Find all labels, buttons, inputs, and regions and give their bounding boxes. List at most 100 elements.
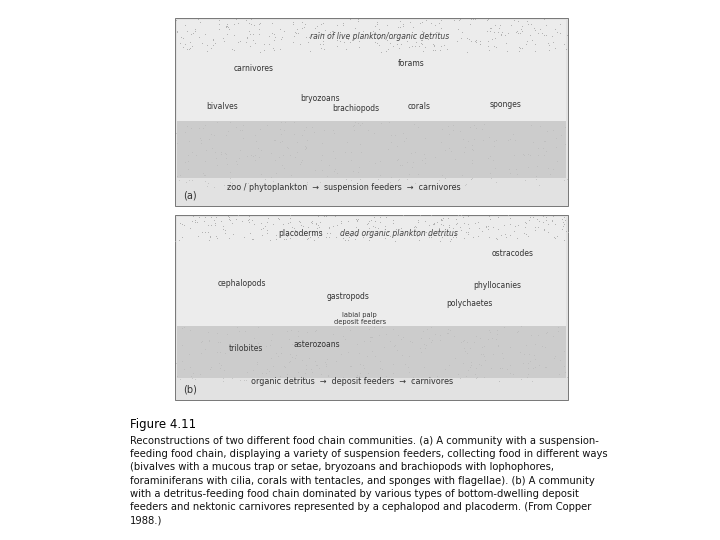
Point [475,360,487,369]
Point [349,23,361,32]
Point [275,130,287,138]
Point [521,373,533,382]
Point [338,19,349,28]
Point [220,22,232,31]
Point [513,47,524,56]
Point [391,345,402,354]
Point [414,343,426,352]
Point [401,158,413,167]
Point [426,233,437,241]
Point [435,23,446,32]
Point [534,180,545,189]
Point [493,23,505,32]
Point [526,376,538,385]
Point [529,222,541,231]
Point [202,327,214,336]
Point [274,138,286,146]
Point [287,17,299,26]
Point [278,235,289,244]
Point [194,134,205,143]
Point [354,348,365,357]
Point [341,180,353,189]
Point [351,217,363,225]
Point [211,329,222,338]
Point [469,14,481,23]
Point [358,361,369,369]
Point [515,322,526,331]
Point [405,336,416,345]
Point [413,170,424,178]
Point [532,331,544,340]
Point [286,325,297,334]
Point [234,145,246,154]
Text: Reconstructions of two different food chain communities. (a) A community with a : Reconstructions of two different food ch… [130,436,599,446]
Point [187,211,199,220]
Point [233,19,244,28]
Point [449,179,461,188]
Point [248,219,260,228]
Point [414,211,426,220]
Point [407,42,418,50]
Point [269,46,280,55]
Point [467,173,478,182]
Point [179,127,191,136]
Point [523,215,534,224]
Point [421,29,433,38]
Point [500,38,512,47]
Point [330,233,342,241]
Point [301,177,312,186]
Point [207,35,219,44]
Point [434,331,446,340]
Point [483,46,495,55]
Point [171,172,182,180]
Point [470,374,482,382]
Point [553,369,564,378]
Point [523,163,534,171]
Point [408,120,420,129]
Point [179,158,191,167]
Point [175,374,186,383]
Point [523,350,535,359]
Point [512,220,523,229]
Point [297,231,309,239]
Point [403,367,415,376]
Point [418,363,430,372]
Point [381,21,392,29]
Point [226,45,238,53]
Point [215,148,227,157]
Bar [175,18,568,206]
Point [469,370,481,379]
Point [419,133,431,142]
Point [354,360,366,368]
Point [387,325,398,333]
Point [312,28,323,36]
Point [477,124,488,133]
Point [455,211,467,219]
Point [300,374,311,382]
Point [435,220,446,228]
Point [323,222,335,231]
Point [532,29,544,38]
Point [310,356,321,365]
Point [224,178,235,186]
Point [369,351,381,360]
Point [544,170,556,179]
Point [415,36,426,44]
Point [217,376,229,385]
Point [325,28,336,37]
Point [318,45,330,53]
Point [445,146,456,155]
Point [274,125,285,133]
Point [184,224,196,232]
Point [472,232,484,241]
Point [543,41,554,50]
Point [522,232,534,240]
Point [428,45,439,54]
Point [503,211,514,219]
Point [434,46,446,55]
Point [457,213,469,221]
Point [417,18,428,26]
Point [230,157,241,165]
Point [397,351,408,360]
Point [448,125,459,134]
